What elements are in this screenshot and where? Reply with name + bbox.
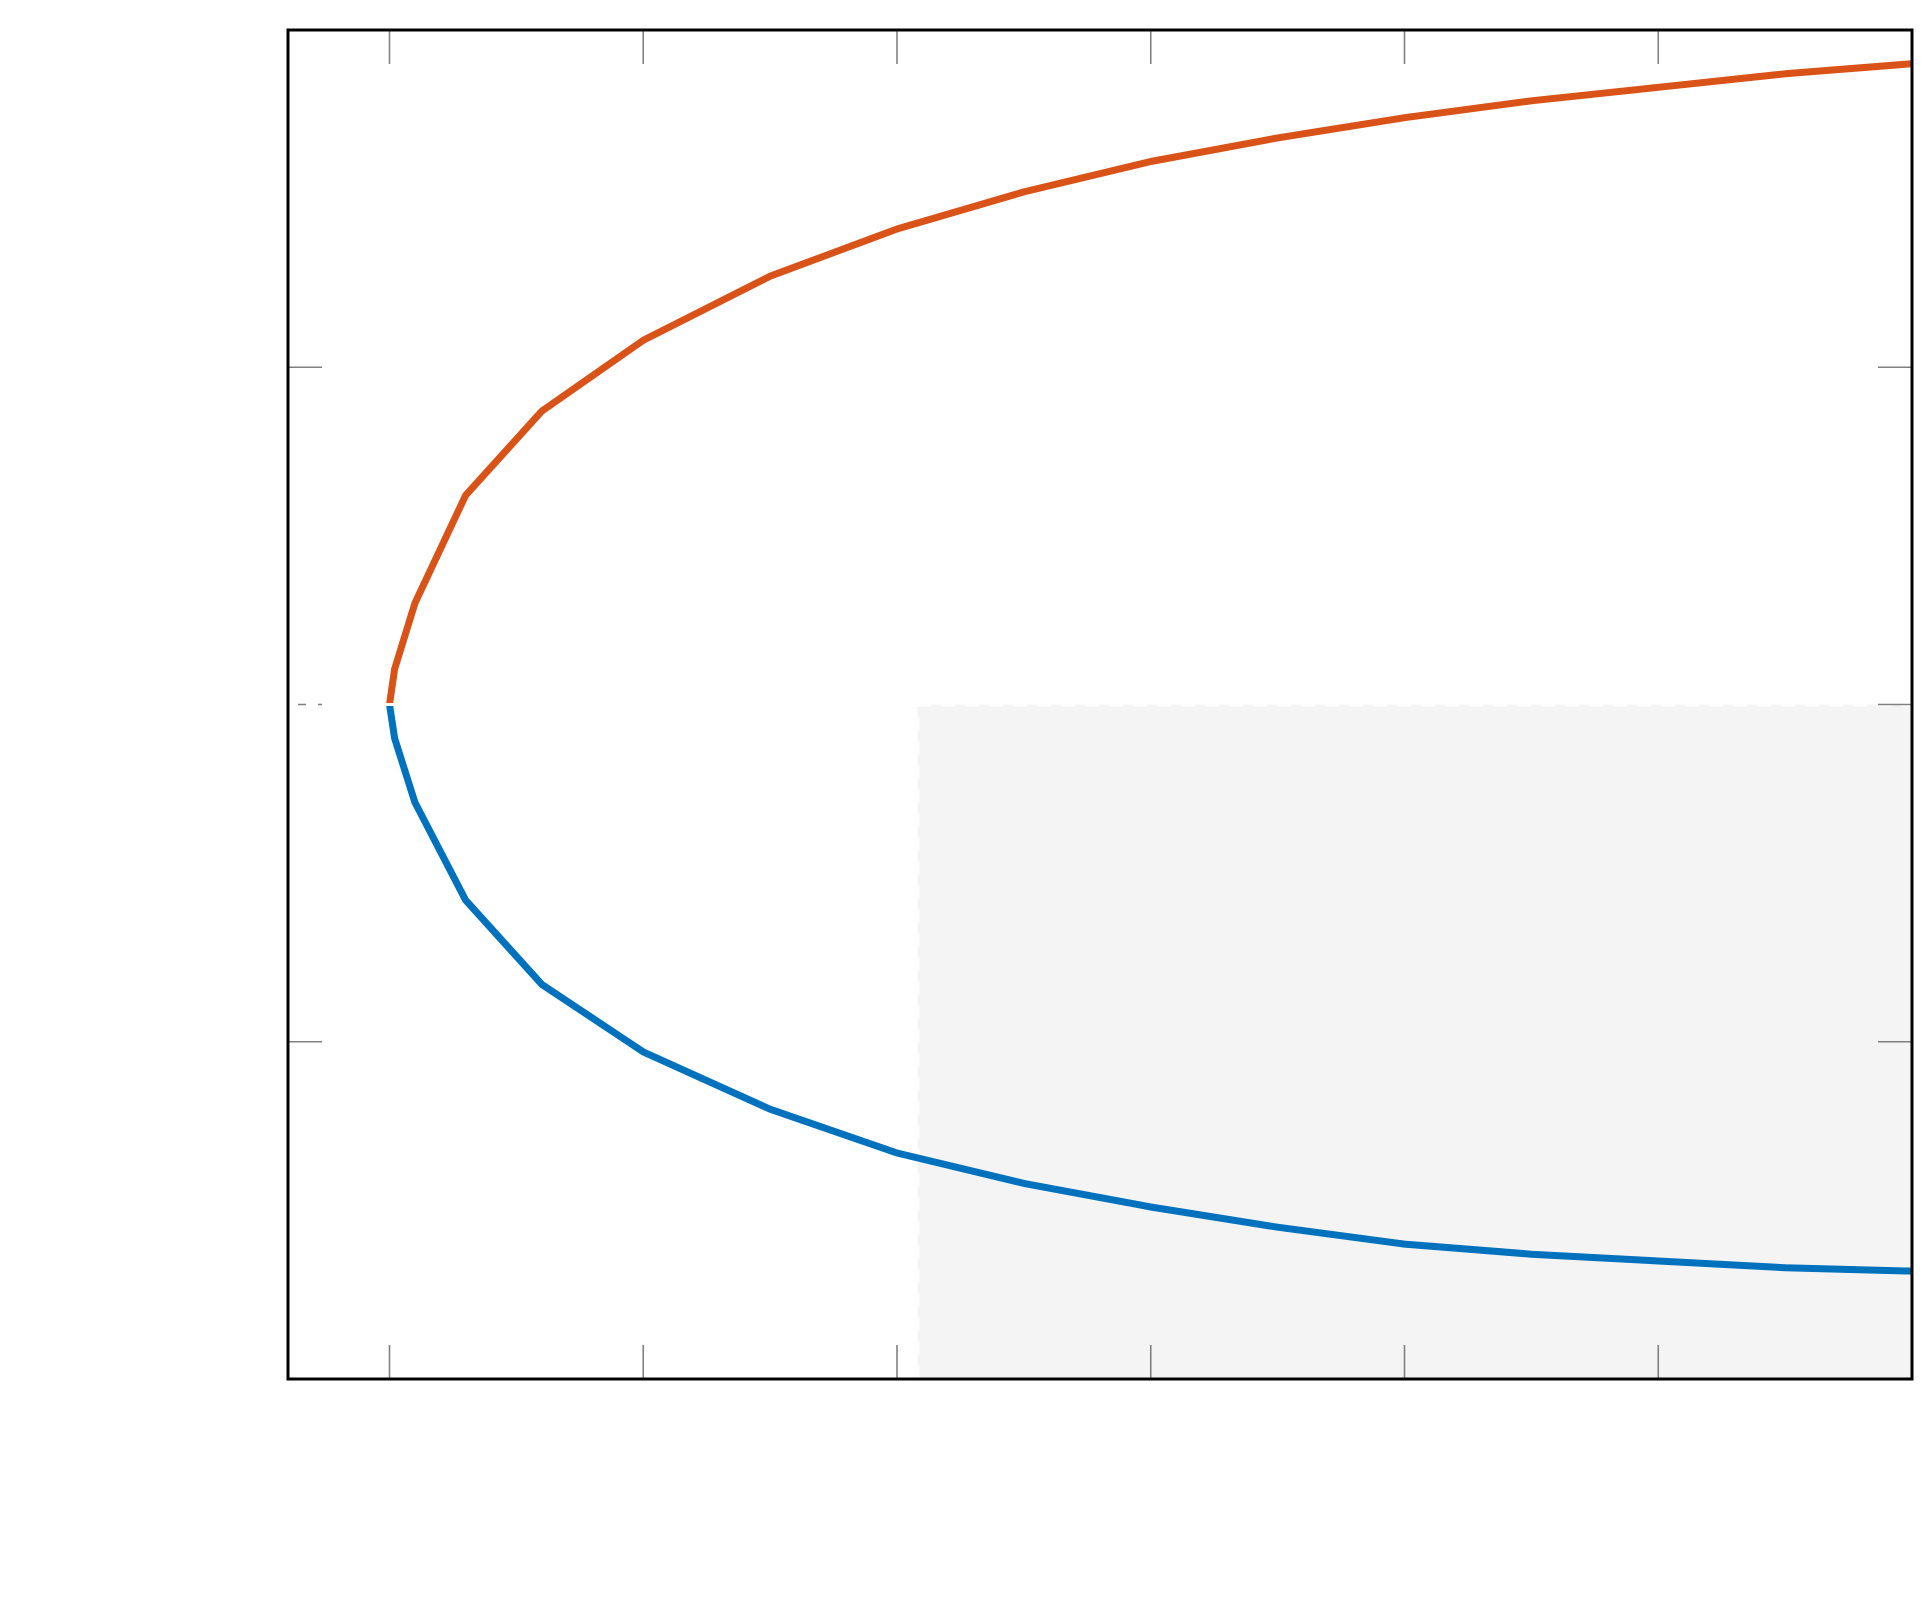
plot-area [286,28,1914,1381]
series-line-1 [386,60,1912,705]
shaded-region [917,704,1912,1379]
series-line-2 [386,703,1912,1275]
axes-frame [286,28,1914,1381]
